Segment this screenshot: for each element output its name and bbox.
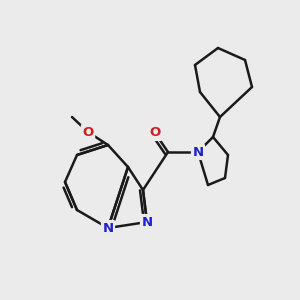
Text: N: N <box>192 146 204 158</box>
Text: O: O <box>149 127 161 140</box>
Text: O: O <box>82 125 94 139</box>
Text: N: N <box>141 215 153 229</box>
Text: N: N <box>102 221 114 235</box>
